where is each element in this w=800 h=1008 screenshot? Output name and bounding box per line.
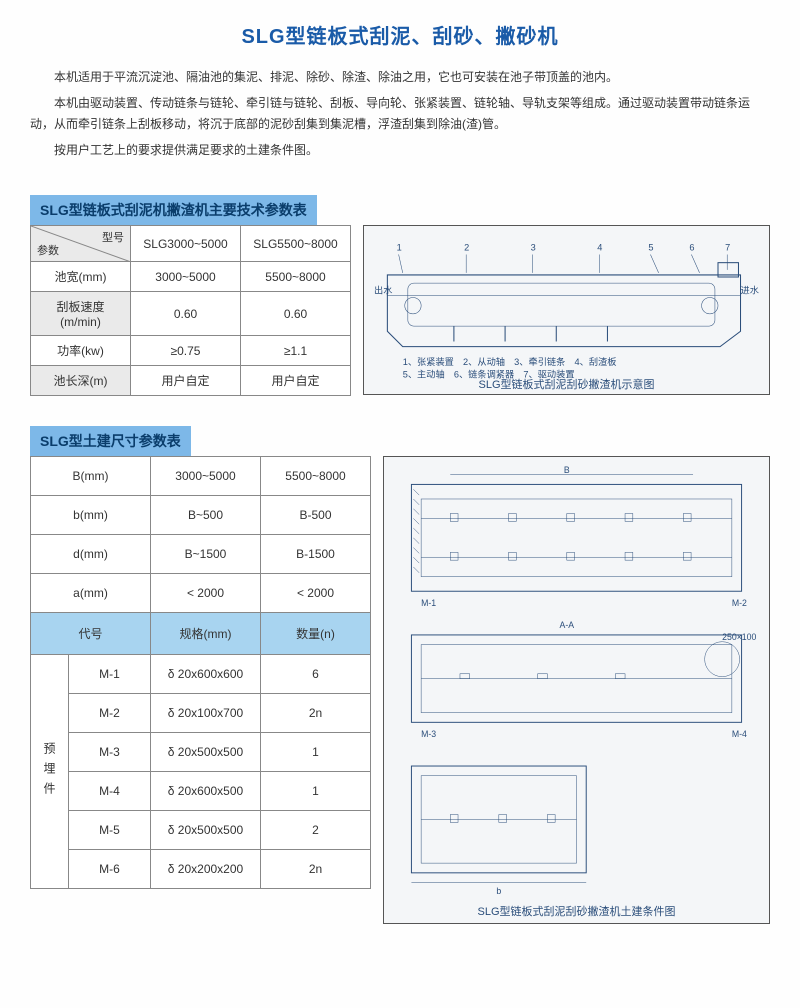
cell: δ 20x600x600 [151,655,261,694]
cell: 6 [261,655,371,694]
row-label: a(mm) [31,574,151,613]
diagram-2-caption: SLG型链板式刮泥刮砂撇渣机土建条件图 [384,903,769,919]
col-header: SLG3000~5000 [131,226,241,262]
cell: B~1500 [151,535,261,574]
row-label: 刮板速度(m/min) [31,292,131,336]
cell: δ 20x500x500 [151,811,261,850]
svg-text:1、张紧装置 2、从动轴 3、牵引链条 4、刮渣板: 1、张紧装置 2、从动轴 3、牵引链条 4、刮渣板 [403,356,617,367]
svg-text:1: 1 [397,243,402,253]
row-label: 池长深(m) [31,366,131,396]
svg-text:M-3: M-3 [421,729,436,739]
cell: 1 [261,733,371,772]
cell: δ 20x100x700 [151,694,261,733]
svg-text:M-4: M-4 [732,729,747,739]
svg-text:2: 2 [464,243,469,253]
svg-text:5: 5 [648,243,653,253]
intro-para-1: 本机适用于平流沉淀池、隔油池的集泥、排泥、除砂、除渣、除油之用，它也可安装在池子… [30,67,770,89]
cell: M-5 [69,811,151,850]
cell: 2 [261,811,371,850]
cell: M-3 [69,733,151,772]
diagram-1-caption: SLG型链板式刮泥刮砂撇渣机示意图 [364,376,769,392]
cell: 2n [261,850,371,889]
diag-bot: 参数 [37,242,59,258]
cell: B-1500 [261,535,371,574]
svg-text:B: B [564,465,570,475]
row-label: 池宽(mm) [31,262,131,292]
vertical-label: 预埋件 [31,655,69,889]
spec-table-1: 型号 参数 SLG3000~5000 SLG5500~8000 池宽(mm)30… [30,225,351,396]
cell: δ 20x200x200 [151,850,261,889]
cell: 0.60 [131,292,241,336]
intro-para-2: 本机由驱动装置、传动链条与链轮、牵引链与链轮、刮板、导向轮、张紧装置、链轮轴、导… [30,93,770,136]
spec-table-2: B(mm)3000~50005500~8000 b(mm)B~500B-500 … [30,456,371,889]
cell: M-6 [69,850,151,889]
cell: B-500 [261,496,371,535]
cell: 0.60 [241,292,351,336]
intro-para-3: 按用户工艺上的要求提供满足要求的土建条件图。 [30,140,770,162]
svg-text:3: 3 [531,243,536,253]
svg-text:出水: 出水 [374,285,392,296]
cell: 用户自定 [241,366,351,396]
sub-header: 数量(n) [261,613,371,655]
row-label: B(mm) [31,457,151,496]
svg-text:b: b [496,887,501,897]
cell: δ 20x500x500 [151,733,261,772]
col-header: SLG5500~8000 [241,226,351,262]
cell: ≥0.75 [131,336,241,366]
svg-text:M-2: M-2 [732,598,747,608]
cell: 5500~8000 [241,262,351,292]
svg-text:7: 7 [725,243,730,253]
diagram-2: B M-1 M-2 A-A 250×100 M-3 M-4 [383,456,770,924]
svg-text:4: 4 [597,243,602,253]
cell: 2n [261,694,371,733]
cell: 1 [261,772,371,811]
cell: 5500~8000 [261,457,371,496]
cell: δ 20x600x500 [151,772,261,811]
diagram-1: 1 2 3 4 5 6 7 [363,225,770,395]
sub-header: 规格(mm) [151,613,261,655]
svg-text:A-A: A-A [560,621,575,631]
cell: 用户自定 [131,366,241,396]
cell: M-2 [69,694,151,733]
cell: 3000~5000 [131,262,241,292]
svg-text:M-1: M-1 [421,598,436,608]
cell: 3000~5000 [151,457,261,496]
svg-text:250×100: 250×100 [722,632,756,642]
cell: ≥1.1 [241,336,351,366]
page-title: SLG型链板式刮泥、刮砂、撇砂机 [30,20,770,49]
row-label: b(mm) [31,496,151,535]
cell: M-1 [69,655,151,694]
sub-header: 代号 [31,613,151,655]
svg-text:6: 6 [689,243,694,253]
svg-text:进水: 进水 [741,285,759,296]
section2-header: SLG型土建尺寸参数表 [30,426,191,456]
row-label: 功率(kw) [31,336,131,366]
cell: < 2000 [151,574,261,613]
diag-top: 型号 [102,229,124,245]
cell: B~500 [151,496,261,535]
cell: < 2000 [261,574,371,613]
row-label: d(mm) [31,535,151,574]
cell: M-4 [69,772,151,811]
section1-header: SLG型链板式刮泥机撇渣机主要技术参数表 [30,195,317,225]
